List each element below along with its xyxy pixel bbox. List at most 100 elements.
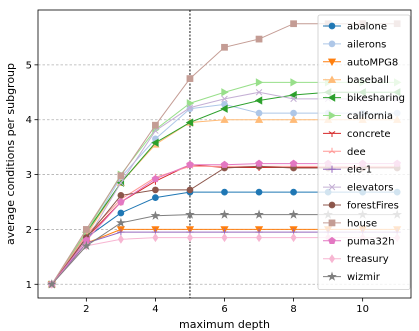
data-point bbox=[289, 115, 298, 123]
data-point bbox=[117, 209, 125, 217]
legend-item-dee: dee bbox=[323, 147, 366, 158]
data-point bbox=[220, 115, 229, 123]
legend-label: dee bbox=[347, 147, 366, 158]
data-point bbox=[290, 20, 297, 28]
legend-marker bbox=[327, 271, 337, 281]
y-tick-label: 1 bbox=[26, 280, 32, 291]
data-point bbox=[151, 138, 159, 147]
data-point bbox=[255, 159, 263, 167]
data-point bbox=[186, 75, 194, 82]
y-tick-label: 3 bbox=[26, 170, 32, 181]
legend-item-abalone: abalone bbox=[323, 22, 387, 33]
data-point bbox=[221, 188, 228, 196]
data-point bbox=[117, 192, 125, 199]
data-point bbox=[290, 109, 297, 117]
data-point bbox=[221, 43, 228, 51]
legend-marker bbox=[328, 147, 336, 154]
data-point bbox=[254, 209, 264, 219]
legend-item-house: house bbox=[323, 218, 377, 229]
data-point bbox=[46, 279, 57, 289]
data-point bbox=[117, 234, 124, 244]
data-point bbox=[289, 90, 297, 100]
y-tick-label: 5 bbox=[26, 60, 32, 71]
legend-label: autoMPG8 bbox=[347, 57, 398, 68]
data-point bbox=[219, 209, 230, 219]
legend-marker bbox=[327, 93, 336, 102]
x-tick-label: 6 bbox=[221, 304, 227, 315]
data-point bbox=[255, 89, 263, 96]
legend-box bbox=[317, 14, 411, 290]
legend-label: ele-1 bbox=[347, 165, 372, 176]
legend-item-wizmir: wizmir bbox=[323, 271, 381, 283]
data-point bbox=[152, 233, 159, 243]
legend-label: forestFires bbox=[347, 201, 399, 212]
data-point bbox=[117, 179, 125, 187]
data-point bbox=[254, 115, 264, 123]
data-point bbox=[221, 88, 229, 97]
legend-marker bbox=[328, 111, 337, 120]
y-axis-label: average conditions per subgroup bbox=[4, 63, 17, 245]
data-point bbox=[185, 118, 194, 127]
data-point bbox=[152, 186, 159, 194]
data-point bbox=[150, 210, 161, 220]
data-point bbox=[221, 95, 228, 103]
x-tick-label: 2 bbox=[83, 304, 89, 315]
legend-label: ailerons bbox=[347, 39, 386, 50]
data-point bbox=[186, 104, 194, 111]
legend-item-baseball: baseball bbox=[323, 75, 389, 86]
legend-marker bbox=[328, 236, 336, 245]
data-point bbox=[117, 172, 125, 180]
legend-marker bbox=[328, 131, 336, 137]
legend-item-ailerons: ailerons bbox=[323, 39, 386, 50]
x-tick-label: 4 bbox=[152, 304, 158, 315]
data-point bbox=[290, 95, 297, 103]
data-point bbox=[220, 160, 229, 168]
legend-marker bbox=[328, 40, 336, 48]
data-point bbox=[117, 198, 125, 206]
legend-marker bbox=[327, 58, 337, 67]
legend-marker bbox=[328, 22, 336, 30]
legend-item-forestFires: forestFires bbox=[323, 201, 399, 212]
legend-label: baseball bbox=[347, 75, 389, 86]
data-point bbox=[116, 217, 126, 227]
legend-label: house bbox=[347, 218, 377, 229]
legend-marker bbox=[328, 183, 336, 191]
data-point bbox=[255, 35, 263, 43]
legend-item-treasury: treasury bbox=[323, 254, 389, 265]
data-point bbox=[186, 99, 195, 108]
data-point bbox=[186, 233, 194, 243]
legend-marker bbox=[328, 201, 336, 209]
legend-item-ele-1: ele-1 bbox=[323, 165, 372, 176]
data-point bbox=[255, 78, 264, 87]
legend-label: bikesharing bbox=[347, 93, 405, 104]
legend-item-puma32h: puma32h bbox=[323, 236, 395, 247]
data-point bbox=[185, 209, 195, 219]
data-point bbox=[255, 109, 263, 117]
legend-item-concrete: concrete bbox=[323, 129, 391, 140]
legend-label: elevators bbox=[347, 183, 394, 194]
legend: abalone ailerons autoMPG8 baseball bikeshari… bbox=[317, 14, 411, 290]
legend-label: treasury bbox=[347, 254, 389, 265]
data-point bbox=[152, 194, 159, 201]
y-tick-label: 4 bbox=[26, 115, 32, 126]
data-point bbox=[221, 233, 228, 243]
y-tick-label: 2 bbox=[26, 225, 32, 236]
data-point bbox=[254, 96, 263, 105]
data-point bbox=[82, 226, 90, 233]
data-point bbox=[152, 121, 159, 129]
data-point bbox=[289, 159, 298, 167]
legend-item-elevators: elevators bbox=[323, 183, 394, 194]
legend-marker bbox=[328, 254, 336, 264]
data-point bbox=[117, 228, 125, 236]
data-point bbox=[151, 174, 160, 183]
x-axis-label: maximum depth bbox=[179, 318, 270, 331]
data-point bbox=[186, 186, 194, 194]
data-point bbox=[186, 160, 194, 168]
data-point bbox=[81, 240, 92, 251]
legend-item-autoMPG8: autoMPG8 bbox=[323, 57, 398, 68]
legend-marker bbox=[328, 165, 336, 173]
legend-label: abalone bbox=[347, 22, 387, 33]
x-tick-label: 8 bbox=[290, 304, 296, 315]
